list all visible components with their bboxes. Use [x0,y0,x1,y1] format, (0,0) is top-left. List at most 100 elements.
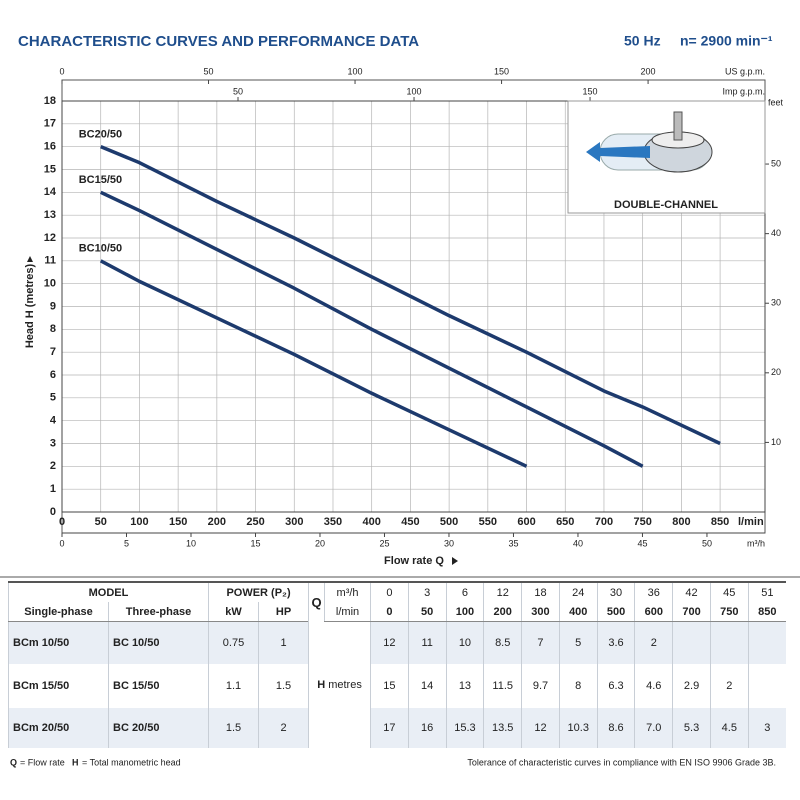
x-tick-label: 350 [324,516,342,528]
head-value: 15.3 [445,708,484,748]
x-tick-label: 800 [672,516,690,528]
head-value: 12 [370,621,409,664]
secondary-tick-label: 50 [702,538,712,548]
curve [99,259,528,468]
header-cell: l/min [324,602,371,622]
x-tick-label: 750 [633,516,651,528]
x-tick-label: 200 [208,516,226,528]
header-row: Single-phase Three-phase kW HP l/min 0 50 100 20… [8,602,786,622]
head-value: 4.5 [709,708,749,748]
y-arrow [27,256,33,262]
head-value: 3.6 [596,621,635,664]
head-value: 2.9 [672,664,711,708]
page-title: CHARACTERISTIC CURVES AND PERFORMANCE DA… [18,33,419,50]
head-value: 15 [370,664,409,708]
header-cell: m³/h [324,582,371,602]
x-tick-label: 550 [479,516,497,528]
secondary-tick-label: 30 [444,538,454,548]
right-tick-label: 30 [771,298,781,308]
footer-h-text: = Total manometric head [82,757,181,767]
head-value: 7 [521,621,560,664]
head-value: 5 [558,621,598,664]
head-value: 16 [407,708,447,748]
head-value [747,621,786,664]
header-cell: HP [258,602,309,622]
y-tick-label: 1 [50,483,56,495]
power-cell: 0.75 [208,621,259,664]
x-unit: l/min [738,516,764,528]
head-value: 10.3 [558,708,598,748]
q-lmin: 750 [709,602,749,622]
y-tick-label: 16 [44,141,56,153]
header-cell: Single-phase [8,602,109,622]
curve [99,190,644,468]
y-tick-label: 15 [44,163,56,175]
secondary-tick-label: 100 [348,66,363,76]
x-tick-label: 700 [595,516,613,528]
y-tick-label: 2 [50,460,56,472]
q-lmin: 850 [747,602,786,622]
header-cell: Three-phase [107,602,209,622]
model-cell: BCm 15/50 [8,664,109,708]
q-lmin: 0 [370,602,409,622]
q-lmin: 400 [558,602,598,622]
x-tick-label: 0 [59,516,65,528]
power-cell: 2 [258,708,309,748]
head-value: 12 [521,708,560,748]
secondary-tick-label: 0 [59,66,64,76]
y-tick-label: 4 [50,415,57,427]
secondary-tick-label: 15 [250,538,260,548]
frequency: 50 Hz [624,33,661,49]
secondary-tick-label: 200 [641,66,656,76]
head-value: 5.3 [672,708,711,748]
secondary-tick-label: 40 [573,538,583,548]
x-tick-label: 500 [440,516,458,528]
head-value: 3 [747,708,786,748]
shaft [673,111,683,141]
data-row: BCm 15/50 BC 15/50 1.1 1.5 15 14 13 11.5 9.7 8 6.3… [8,664,786,708]
model-cell: BC 15/50 [107,664,209,708]
x-tick-label: 850 [711,516,729,528]
plot-frame [61,100,766,513]
head-value: 17 [370,708,409,748]
y-tick-label: 3 [50,437,56,449]
secondary-tick-label: 0 [59,538,64,548]
power-cell: 1.5 [208,708,259,748]
head-value: 13 [445,664,484,708]
q-m3h: 30 [596,582,635,602]
x-tick-label: 150 [169,516,187,528]
y-tick-label: 10 [44,278,56,290]
series-label: BC15/50 [79,174,122,186]
head-value: 11.5 [483,664,522,708]
x-tick-label: 50 [95,516,107,528]
q-m3h: 0 [370,582,409,602]
power-cell: 1.1 [208,664,259,708]
model-cell: BC 20/50 [107,708,209,748]
footer-q: Q [10,757,17,767]
x-tick-label: 450 [401,516,419,528]
q-lmin: 50 [407,602,447,622]
right-tick-label: 50 [771,158,781,168]
y-tick-label: 14 [44,186,57,198]
x-arrow [452,557,458,565]
secondary-tick-label: 100 [407,86,422,96]
model-cell: BCm 10/50 [8,621,109,664]
q-lmin: 600 [634,602,673,622]
q-m3h: 42 [672,582,711,602]
head-value [672,621,711,664]
head-value: 6.3 [596,664,635,708]
y-tick-label: 9 [50,300,56,312]
y-tick-label: 6 [50,369,56,381]
model-cell: BC 10/50 [107,621,209,664]
series-label: BC10/50 [79,243,122,255]
curve [100,145,721,446]
head-value: 10 [445,621,484,664]
head-label: H metres [308,621,371,748]
model-cell: BCm 20/50 [8,708,109,748]
head-value: 4.6 [634,664,673,708]
y-tick-label: 0 [50,506,56,518]
q-m3h: 51 [747,582,786,602]
